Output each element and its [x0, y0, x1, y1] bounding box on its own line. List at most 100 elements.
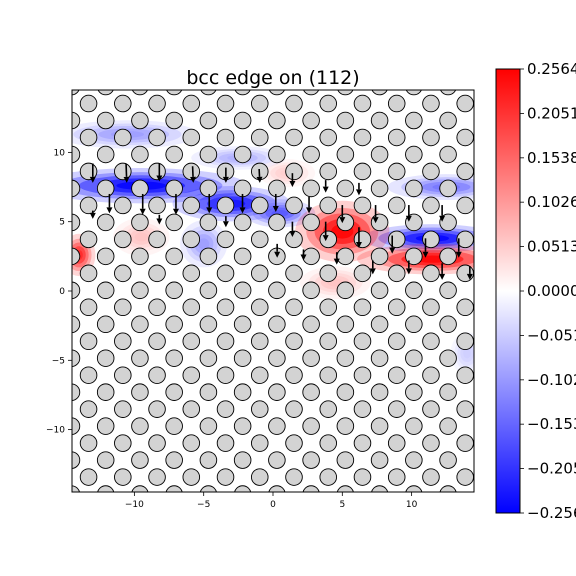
- atom: [96, 383, 115, 401]
- displacement-arrow: [422, 238, 429, 258]
- atom: [165, 179, 183, 198]
- atom: [233, 417, 252, 435]
- atom: [319, 298, 338, 317]
- atom: [422, 264, 440, 283]
- atom: [439, 111, 457, 130]
- x-tick-label: 0: [270, 500, 276, 510]
- atom: [182, 366, 201, 384]
- atom: [114, 94, 132, 113]
- atom: [268, 383, 286, 401]
- atom: [439, 281, 457, 300]
- atom: [72, 213, 81, 232]
- atom: [422, 196, 440, 215]
- atom: [405, 383, 423, 401]
- atom: [72, 349, 81, 367]
- atom: [336, 111, 355, 130]
- atom: [302, 281, 320, 300]
- displacement-arrow: [256, 168, 263, 183]
- colorbar-tick-label: −0.1538: [527, 415, 576, 433]
- atom: [216, 298, 235, 317]
- atom: [319, 162, 338, 181]
- colorbar-tick-label: 0.2564: [527, 60, 576, 78]
- atom: [336, 179, 355, 198]
- atom: [250, 332, 269, 351]
- atom: [353, 128, 372, 147]
- atom: [370, 247, 389, 266]
- atom: [319, 264, 338, 283]
- atom: [473, 389, 474, 395]
- atom: [456, 400, 474, 418]
- atom: [387, 468, 406, 486]
- atom: [473, 355, 474, 362]
- atom: [250, 298, 269, 317]
- atom: [199, 383, 218, 401]
- atom: [182, 196, 201, 215]
- atom: [319, 128, 338, 147]
- atom: [285, 468, 303, 486]
- atom-layer: [72, 90, 474, 492]
- atom: [387, 366, 406, 384]
- atom: [302, 111, 320, 130]
- atom: [148, 230, 166, 249]
- atom: [456, 366, 474, 384]
- atom: [319, 94, 338, 113]
- atom: [473, 185, 474, 192]
- displacement-arrow: [156, 214, 163, 225]
- displacement-arrow: [405, 205, 412, 222]
- displacement-arrow: [372, 205, 379, 224]
- atom: [114, 400, 132, 418]
- atom: [268, 90, 285, 96]
- atom: [199, 315, 218, 334]
- atom: [319, 196, 338, 215]
- atom: [456, 468, 474, 486]
- displacement-arrow: [355, 182, 362, 196]
- x-tick-label: −10: [125, 500, 144, 510]
- colorbar-gradient: [495, 68, 521, 514]
- atom: [405, 451, 423, 469]
- atom: [114, 230, 132, 249]
- atom: [405, 315, 423, 334]
- atom: [319, 468, 338, 486]
- atom: [96, 451, 115, 469]
- atom: [250, 128, 269, 147]
- atom: [96, 145, 115, 164]
- atom: [387, 434, 406, 452]
- atom: [302, 417, 320, 435]
- atom: [233, 281, 252, 300]
- atom: [182, 128, 201, 147]
- atom: [79, 434, 98, 452]
- atom: [387, 230, 406, 249]
- atom: [371, 90, 388, 96]
- displacement-arrow: [339, 205, 346, 224]
- displacement-arrow: [322, 180, 329, 193]
- atom: [96, 349, 115, 367]
- atom: [182, 162, 201, 181]
- displacement-arrow: [439, 263, 446, 280]
- atom: [250, 264, 269, 283]
- atom: [285, 162, 303, 181]
- atom: [165, 485, 183, 492]
- atom: [456, 298, 474, 317]
- displacement-arrow: [439, 205, 446, 222]
- atom: [148, 366, 166, 384]
- displacement-arrow: [123, 163, 130, 183]
- atom: [148, 94, 166, 113]
- atom: [336, 383, 355, 401]
- atom: [233, 315, 252, 334]
- atom: [285, 400, 303, 418]
- displacement-arrow: [222, 167, 229, 183]
- displacement-arrow: [369, 260, 376, 275]
- atom: [336, 145, 355, 164]
- atom: [114, 468, 132, 486]
- atom: [473, 151, 474, 158]
- colorbar-tick-label: −0.2051: [527, 460, 576, 478]
- x-tick-label: 10: [406, 500, 418, 510]
- atom: [336, 451, 355, 469]
- atom: [72, 485, 80, 492]
- displacement-arrow: [389, 235, 396, 254]
- atom: [405, 281, 423, 300]
- atom: [268, 213, 286, 232]
- atom: [405, 111, 423, 130]
- displacement-arrow: [466, 266, 473, 280]
- atom: [200, 90, 217, 96]
